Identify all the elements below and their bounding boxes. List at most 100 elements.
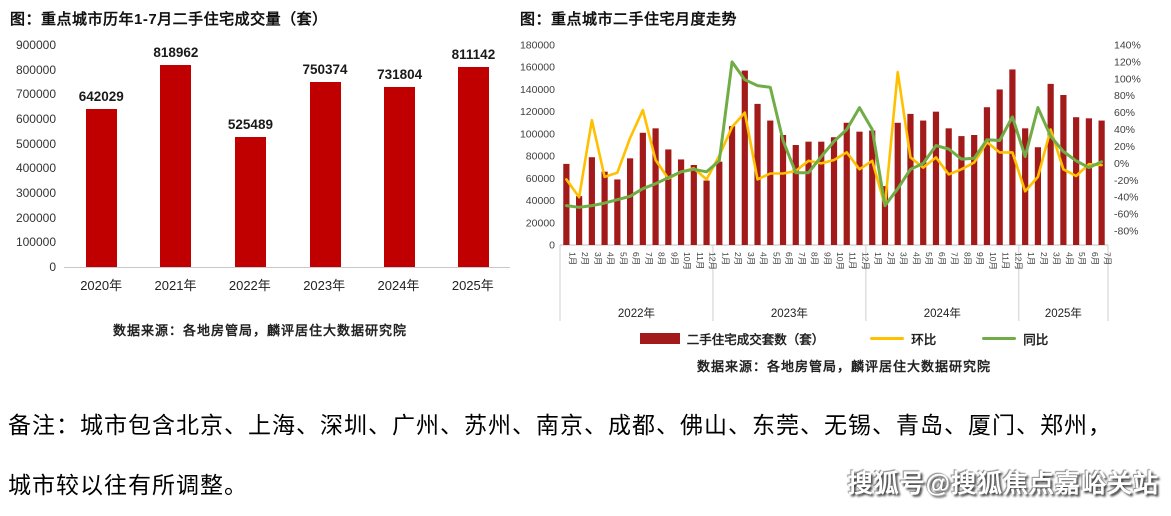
y-axis-tick-label: 800000 xyxy=(15,62,56,77)
bar xyxy=(741,70,748,245)
month-label: 5月 xyxy=(1077,252,1087,265)
footnote: 备注：城市包含北京、上海、深圳、广州、苏州、南京、成都、佛山、东莞、无锡、青岛、… xyxy=(8,396,1168,516)
bar xyxy=(1098,120,1105,245)
left-axis-tick-label: 80000 xyxy=(526,151,555,163)
y-axis-tick-label: 600000 xyxy=(15,112,56,126)
month-label: 4月 xyxy=(759,252,769,265)
x-axis-label: 2025年 xyxy=(451,278,494,293)
y-axis: 900000 800000 700000 600000 500000 400000 3000… xyxy=(10,38,64,274)
month-label: 12月 xyxy=(860,252,870,270)
month-label: 4月 xyxy=(1064,252,1074,265)
legend-label: 二手住宅成交套数（套） xyxy=(686,333,825,347)
bar xyxy=(85,108,117,267)
left-axis-tick-label: 140000 xyxy=(520,84,555,96)
bar-value-label: 750374 xyxy=(302,61,348,77)
x-axis-label: 2022年 xyxy=(228,278,271,293)
tongbi-line xyxy=(564,60,1104,209)
month-label: 2月 xyxy=(886,252,896,265)
chart-title: 图：重点城市二手住宅月度走势 xyxy=(520,11,738,28)
month-label: 3月 xyxy=(899,252,909,265)
legend-item-huanbi: 环比 xyxy=(870,329,936,348)
huanbi-line-swatch xyxy=(870,336,905,341)
month-label: 1月 xyxy=(1026,252,1036,265)
bar xyxy=(792,145,799,245)
month-label: 1月 xyxy=(873,252,883,265)
bar xyxy=(384,86,416,267)
bar xyxy=(1009,69,1016,245)
month-label: 2月 xyxy=(580,252,590,265)
x-axis-label: 2024年 xyxy=(377,278,420,293)
bar xyxy=(457,66,489,267)
bar xyxy=(971,135,978,245)
data-source-note: 数据来源：各地房管局，麟评居住大数据研究院 xyxy=(696,359,991,374)
y-axis-tick-label: 700000 xyxy=(15,87,56,102)
month-label: 2月 xyxy=(733,252,743,265)
month-label: 9月 xyxy=(822,252,832,265)
right-axis-tick-label: -80% xyxy=(1114,226,1139,238)
month-label: 11月 xyxy=(848,252,858,269)
right-axis-tick-label: -60% xyxy=(1114,209,1139,221)
bar xyxy=(703,180,710,245)
legend: 二手住宅成交套数（套） 环比 同比 xyxy=(520,329,1168,348)
bar-group: 525489 xyxy=(228,45,273,267)
combo-chart-canvas: 180000 160000 140000 120000 100000 80000 60000… xyxy=(520,40,1141,321)
bar xyxy=(1022,128,1029,245)
x-axis-label: 2023年 xyxy=(303,278,346,293)
monthly-trend-combo-chart: 图：重点城市二手住宅月度走势 180000 160000 140000 120000 1… xyxy=(520,8,1168,375)
bar-value-label: 811142 xyxy=(451,46,496,62)
bar xyxy=(805,141,812,245)
year-label: 2023年 xyxy=(771,306,808,320)
y-axis-tick-label: 200000 xyxy=(15,210,56,225)
bar xyxy=(1085,118,1092,245)
right-axis-tick-label: 80% xyxy=(1114,90,1135,102)
right-axis-tick-label: 60% xyxy=(1114,107,1135,119)
legend-label: 环比 xyxy=(911,333,937,347)
left-axis-tick-label: 100000 xyxy=(520,128,555,140)
bar-group: 750374 xyxy=(302,45,348,267)
y-axis-tick-label: 400000 xyxy=(15,161,56,176)
month-label: 8月 xyxy=(962,252,972,265)
right-axis-tick-label: 100% xyxy=(1114,73,1141,85)
bar xyxy=(958,136,965,245)
x-axis-label: 2021年 xyxy=(154,278,197,293)
y-axis-tick-label: 900000 xyxy=(15,38,56,52)
month-label: 10月 xyxy=(835,252,845,270)
bar xyxy=(614,179,621,245)
left-axis-tick-label: 40000 xyxy=(526,195,555,207)
bar xyxy=(652,128,659,245)
year-label: 2024年 xyxy=(924,306,961,320)
bar-group: 642029 xyxy=(79,45,124,267)
month-label: 5月 xyxy=(771,252,781,265)
bar xyxy=(626,158,634,245)
bar-value-label: 642029 xyxy=(78,88,124,104)
bar xyxy=(677,159,685,245)
x-axis: 2020年 2021年 2022年 2023年 2024年 2025年 xyxy=(64,268,510,294)
tongbi-line-swatch xyxy=(982,336,1017,341)
month-label: 10月 xyxy=(682,252,692,270)
month-label: 2月 xyxy=(1039,252,1049,265)
right-axis-tick-label: -40% xyxy=(1114,192,1139,204)
bar-swatch xyxy=(639,333,680,344)
right-axis-tick-label: 40% xyxy=(1114,124,1135,136)
month-label: 5月 xyxy=(618,252,628,265)
bar xyxy=(728,126,736,245)
month-label: 6月 xyxy=(1090,252,1100,265)
footnote-line: 城市较以往有所调整。 xyxy=(8,472,248,498)
left-axis-tick-label: 0 xyxy=(549,240,555,252)
month-label: 8月 xyxy=(810,252,820,265)
huanbi-line xyxy=(565,70,1103,207)
bar xyxy=(945,128,952,245)
bar xyxy=(996,89,1003,245)
x-axis-label: 2020年 xyxy=(80,278,123,293)
month-label: 7月 xyxy=(950,252,960,265)
month-label: 9月 xyxy=(975,252,985,265)
footnote-line: 备注：城市包含北京、上海、深圳、广州、苏州、南京、成都、佛山、东莞、无锡、青岛、… xyxy=(8,413,1112,438)
annual-sales-bar-chart: 图：重点城市历年1-7月二手住宅成交量（套） 900000 800000 70000… xyxy=(10,8,510,339)
month-label: 1月 xyxy=(720,252,730,265)
bar xyxy=(601,171,608,245)
bar-value-label: 731804 xyxy=(377,66,423,82)
left-axis-tick-label: 160000 xyxy=(520,62,555,74)
bar xyxy=(881,186,889,245)
legend-label: 同比 xyxy=(1023,333,1049,347)
y-axis-tick-label: 100000 xyxy=(15,235,56,250)
